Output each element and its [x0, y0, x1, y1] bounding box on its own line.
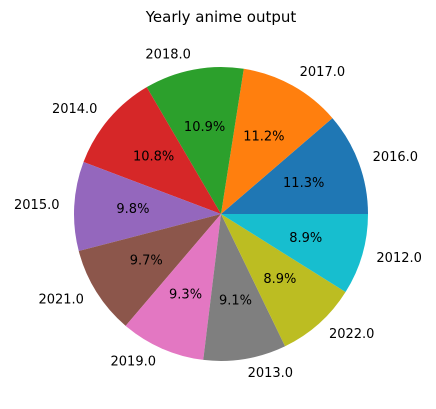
category-label-2013-0: 2013.0 — [248, 366, 294, 381]
category-label-2021-0: 2021.0 — [38, 292, 84, 307]
percent-label-2019-0: 9.3% — [169, 287, 202, 302]
percent-label-2013-0: 9.1% — [219, 294, 252, 309]
percent-label-2015-0: 9.8% — [116, 202, 149, 217]
category-label-2012-0: 2012.0 — [376, 251, 422, 266]
pie-slice-2017-0 — [221, 68, 333, 214]
category-label-2014-0: 2014.0 — [52, 102, 98, 117]
pie-slice-2018-0 — [146, 67, 244, 215]
percent-label-2022-0: 8.9% — [263, 272, 296, 287]
pie-slice-2014-0 — [83, 87, 221, 214]
category-label-2016-0: 2016.0 — [373, 150, 419, 165]
percent-label-2016-0: 11.3% — [283, 176, 324, 191]
percent-labels: 11.3% 11.2% 10.9% 10.8% 9.8% 9.7% 9.3% 9.1% 8.9%… — [116, 120, 324, 309]
pie-slice-2012-0 — [221, 214, 368, 293]
category-label-2022-0: 2022.0 — [329, 327, 375, 342]
category-label-2019-0: 2019.0 — [111, 355, 157, 370]
category-label-2017-0: 2017.0 — [300, 65, 346, 80]
pie-slice-2021-0 — [78, 214, 221, 326]
pie-slice-2016-0 — [221, 118, 368, 214]
pie-slice-2013-0 — [203, 214, 286, 361]
pie-slice-2015-0 — [73, 161, 221, 252]
percent-label-2017-0: 11.2% — [243, 129, 284, 144]
category-label-2015-0: 2015.0 — [14, 198, 60, 213]
pie-slices — [73, 67, 368, 361]
category-label-2018-0: 2018.0 — [145, 48, 191, 63]
chart-title: Yearly anime output — [145, 8, 297, 26]
percent-label-2012-0: 8.9% — [289, 231, 322, 246]
pie-slice-2022-0 — [221, 214, 346, 347]
percent-label-2014-0: 10.8% — [133, 150, 174, 165]
pie-slice-2019-0 — [125, 214, 221, 360]
category-labels: 2016.0 2017.0 2018.0 2014.0 2015.0 2021.0 2019… — [14, 48, 422, 381]
percent-label-2018-0: 10.9% — [184, 120, 225, 135]
percent-label-2021-0: 9.7% — [130, 253, 163, 268]
